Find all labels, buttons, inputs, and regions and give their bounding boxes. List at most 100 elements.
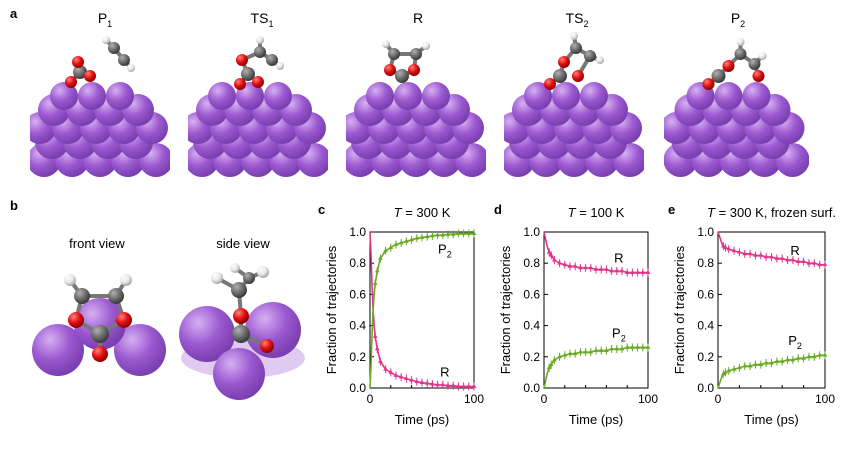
carbon-atom <box>232 325 250 343</box>
panel-letter-e: e <box>668 202 676 217</box>
structure-label-p1: P1 <box>97 10 113 29</box>
oxygen-atom <box>116 312 132 328</box>
data-point-R <box>630 269 635 274</box>
x-tick-label: 0 <box>715 392 722 406</box>
structure-image-p1 <box>30 36 170 177</box>
y-tick-label: 0.2 <box>697 350 714 364</box>
y-tick-label: 0.8 <box>349 256 366 270</box>
data-point-P2 <box>619 346 625 351</box>
carbon-atom <box>553 69 567 83</box>
oxygen-atom <box>558 56 570 68</box>
data-point-R <box>769 254 774 259</box>
hydrogen-atom <box>570 32 578 40</box>
hydrogen-atom <box>758 52 767 60</box>
structure-image-r <box>346 40 486 177</box>
series-line-R <box>369 231 474 388</box>
hydrogen-atom <box>596 56 604 64</box>
data-point-P2 <box>557 354 562 359</box>
series-label-P2: P2 <box>612 325 626 343</box>
data-point-P2 <box>445 231 451 236</box>
data-point-R <box>593 266 599 271</box>
hydrogen-atom <box>382 40 390 48</box>
data-point-R <box>801 259 806 264</box>
hydrogen-atom <box>276 62 284 70</box>
data-point-P2 <box>374 268 380 273</box>
hydrogen-atom <box>256 36 264 44</box>
carbon-atom <box>410 48 422 60</box>
data-point-P2 <box>614 346 620 351</box>
x-axis-label: Time (ps) <box>569 412 623 427</box>
data-point-P2 <box>409 237 414 242</box>
y-axis-label: Fraction of trajectories <box>324 245 339 374</box>
data-point-R <box>753 252 758 257</box>
data-point-R <box>614 268 620 273</box>
data-point-P2 <box>731 366 737 371</box>
y-tick-label: 0.2 <box>349 350 366 364</box>
structure-label-ts1: TS1 <box>250 10 274 29</box>
data-point-P2 <box>450 231 456 236</box>
data-point-R <box>619 268 625 273</box>
data-point-P2 <box>795 355 801 360</box>
data-point-P2 <box>737 365 742 370</box>
data-point-R <box>806 260 812 265</box>
data-point-P2 <box>723 369 728 374</box>
panel-letter-a: a <box>10 6 18 21</box>
data-point-P2 <box>645 344 651 349</box>
data-point-P2 <box>440 232 446 237</box>
data-point-R <box>763 254 769 259</box>
data-point-P2 <box>588 349 594 354</box>
data-point-P2 <box>630 344 635 349</box>
data-point-R <box>409 377 414 382</box>
hydrogen-atom <box>230 263 240 273</box>
data-point-R <box>726 246 732 251</box>
data-point-R <box>640 269 646 274</box>
data-point-R <box>790 257 796 262</box>
data-point-R <box>557 260 562 265</box>
chart-d: T = 100 K 0.0 0.2 0.4 0.6 0.8 1.0 0 100 Time (ps)… <box>498 205 658 427</box>
data-point-R <box>450 383 456 388</box>
panel-letter-c: c <box>318 202 326 217</box>
carbon-atom <box>231 282 247 298</box>
oxygen-atom <box>234 78 246 90</box>
data-point-P2 <box>414 235 420 240</box>
hydrogen-atom <box>736 38 745 46</box>
data-point-P2 <box>562 352 568 357</box>
oxygen-atom <box>702 78 715 90</box>
chart-title: T = 300 K <box>394 205 451 220</box>
data-point-R <box>374 346 380 351</box>
data-point-R <box>440 382 446 387</box>
data-point-R <box>546 249 552 254</box>
side-view-image <box>179 263 305 400</box>
data-point-R <box>817 262 823 267</box>
data-point-P2 <box>461 230 466 235</box>
data-point-P2 <box>466 230 472 235</box>
data-point-P2 <box>763 360 769 365</box>
y-tick-label: 0.6 <box>349 287 366 301</box>
data-point-R <box>445 383 451 388</box>
data-point-R <box>720 243 726 248</box>
data-point-R <box>583 265 588 270</box>
structure-image-ts2 <box>504 32 644 177</box>
carbon-atom <box>91 325 109 343</box>
front-view-label: front view <box>69 236 125 251</box>
hydrogen-atom <box>257 266 269 278</box>
y-tick-label: 0.4 <box>523 319 540 333</box>
y-axis-label: Fraction of trajectories <box>672 245 687 374</box>
x-tick-label: 100 <box>464 392 484 406</box>
data-point-R <box>393 372 399 377</box>
y-tick-label: 0.0 <box>523 381 540 395</box>
data-point-P2 <box>419 234 425 239</box>
data-point-R <box>572 263 578 268</box>
carbon-atom <box>108 288 124 304</box>
y-tick-label: 0.6 <box>523 287 540 301</box>
oxygen-atom <box>572 70 584 82</box>
oxygen-atom <box>92 346 108 362</box>
data-point-R <box>742 251 748 256</box>
y-tick-label: 1.0 <box>697 225 714 239</box>
data-point-R <box>461 383 466 388</box>
data-point-P2 <box>609 346 614 351</box>
data-point-R <box>758 252 764 257</box>
hydrogen-atom <box>120 274 132 286</box>
data-point-R <box>588 265 594 270</box>
data-point-R <box>562 262 568 267</box>
